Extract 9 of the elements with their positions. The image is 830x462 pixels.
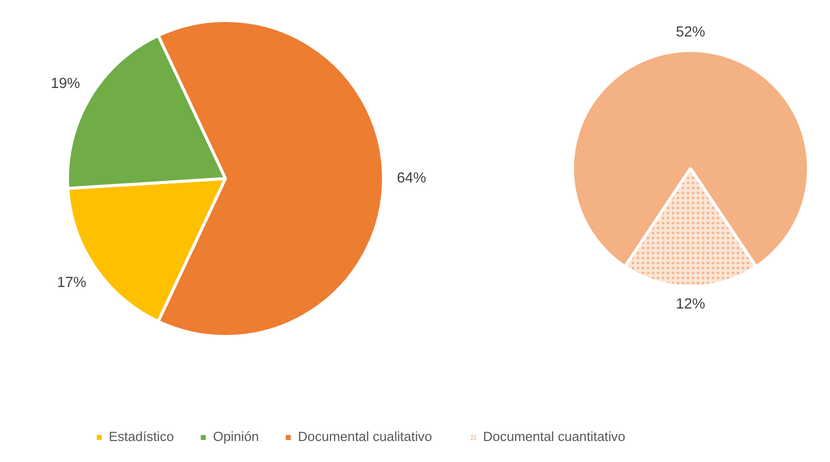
data-label: 12% bbox=[676, 296, 706, 312]
data-label: 17% bbox=[56, 275, 86, 292]
data-label: 52% bbox=[676, 24, 706, 40]
data-label: 19% bbox=[50, 76, 80, 92]
legend-label: Documental cualitativo bbox=[298, 429, 432, 444]
legend-label: Estadístico bbox=[108, 429, 174, 444]
data-label: 64% bbox=[396, 170, 426, 186]
legend-label: Documental cuantitativo bbox=[483, 429, 626, 444]
legend-label: Opinión bbox=[212, 429, 259, 444]
